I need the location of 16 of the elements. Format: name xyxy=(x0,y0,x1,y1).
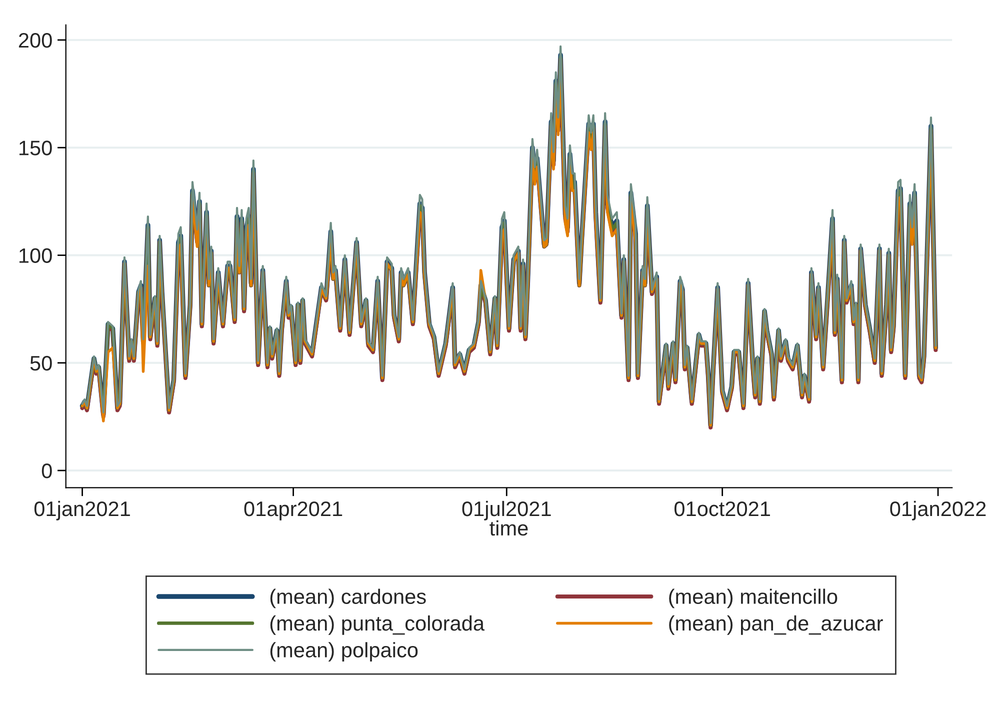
x-axis-title: time xyxy=(490,520,528,536)
y-tick-label: 150 xyxy=(20,140,52,156)
y-tick-label: 0 xyxy=(42,464,52,478)
x-tick-label: 01oct2021 xyxy=(674,501,770,516)
legend-label: (mean) cardones xyxy=(270,588,426,608)
x-tick-label: 01apr2021 xyxy=(244,501,342,520)
y-tick-label: 100 xyxy=(20,248,52,263)
legend-label: (mean) maitencillo xyxy=(669,588,838,608)
x-tick-label: 01jan2021 xyxy=(34,500,130,520)
y-tick-label: 50 xyxy=(30,356,52,371)
legend-label: (mean) pan_de_azucar xyxy=(669,615,883,635)
legend-label: (mean) punta_colorada xyxy=(270,615,485,635)
legend-label: (mean) polpaico xyxy=(270,642,418,662)
y-tick-label: 200 xyxy=(18,32,52,48)
x-tick-label: 01jan2022 xyxy=(890,500,986,520)
x-tick-label: 01jul2021 xyxy=(462,500,551,520)
